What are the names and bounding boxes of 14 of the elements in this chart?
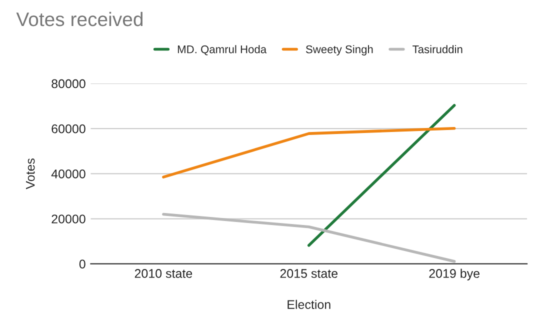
x-tick-label: 2015 state bbox=[280, 269, 338, 278]
legend-label: Tasiruddin bbox=[412, 45, 462, 54]
x-tick-label: 2010 state bbox=[134, 269, 192, 278]
y-tick-label: 40000 bbox=[51, 169, 86, 178]
legend-label: Sweety Singh bbox=[306, 45, 373, 56]
legend-label: MD. Qamrul Hoda bbox=[178, 45, 267, 56]
chart-title: Votes received bbox=[16, 12, 142, 26]
y-tick-label: 60000 bbox=[52, 124, 86, 134]
x-axis-title: Election bbox=[288, 300, 330, 309]
y-tick-label: 0 bbox=[79, 260, 86, 269]
y-tick-label: 20000 bbox=[52, 214, 86, 224]
x-tick-label: 2019 bye bbox=[429, 268, 480, 280]
y-axis-title: Votes bbox=[26, 158, 35, 190]
y-tick-label: 80000 bbox=[52, 79, 86, 88]
